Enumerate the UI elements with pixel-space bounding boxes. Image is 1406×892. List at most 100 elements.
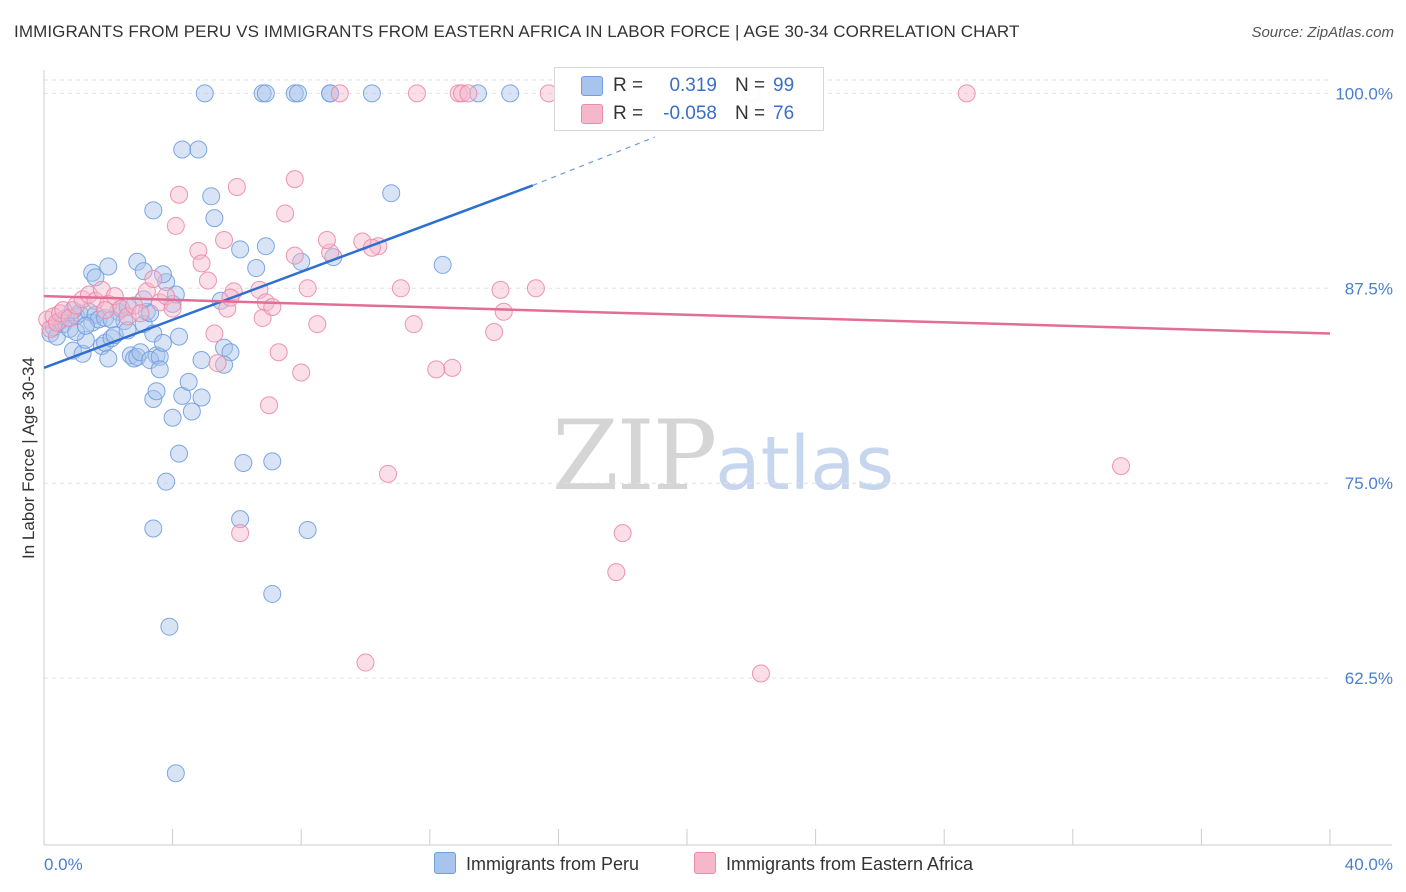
axes [43, 70, 1392, 846]
point-eastern-africa [285, 170, 304, 189]
source-label: Source: ZipAtlas.com [1251, 24, 1394, 41]
point-peru [170, 327, 189, 346]
point-eastern-africa [292, 363, 311, 382]
point-eastern-africa [491, 280, 510, 299]
point-eastern-africa [526, 279, 545, 298]
point-peru [160, 617, 179, 636]
point-eastern-africa [205, 324, 224, 343]
legend-n-label: N = [735, 103, 766, 124]
legend-swatch-eastern-africa [581, 104, 603, 124]
series-legend-eastern-africa: Immigrants from Eastern Africa [694, 852, 973, 875]
chart-title: IMMIGRANTS FROM PERU VS IMMIGRANTS FROM … [14, 22, 1020, 41]
legend-n-label: N = [735, 75, 766, 96]
point-peru [76, 330, 95, 349]
point-peru [192, 388, 211, 407]
point-peru [144, 519, 163, 538]
point-peru [128, 252, 147, 271]
point-eastern-africa [356, 653, 375, 672]
legend-r-label: R = [613, 103, 644, 124]
point-peru [141, 351, 160, 370]
point-peru [182, 402, 201, 421]
point-eastern-africa [494, 302, 513, 321]
point-eastern-africa [330, 84, 349, 103]
legend-row-eastern-africa: R = -0.058 N = 76 [555, 100, 823, 128]
trend-line-eastern-africa [43, 294, 1331, 335]
point-peru [195, 84, 214, 103]
data-points [38, 84, 1131, 783]
point-eastern-africa [751, 664, 770, 683]
point-eastern-africa [308, 315, 327, 334]
point-peru [256, 84, 275, 103]
point-eastern-africa [215, 230, 234, 249]
legend-r-value: -0.058 [663, 103, 717, 124]
trend-line-peru [43, 184, 534, 370]
point-peru [234, 453, 253, 472]
point-peru [231, 240, 250, 259]
point-peru [231, 510, 250, 529]
point-peru [215, 355, 234, 374]
point-peru [321, 84, 340, 103]
trend-lines [43, 136, 1331, 370]
point-eastern-africa [298, 279, 317, 298]
point-peru [263, 584, 282, 603]
point-peru [189, 140, 208, 159]
point-peru [157, 472, 176, 491]
watermark-zip: ZIP [552, 400, 717, 512]
point-peru [144, 201, 163, 220]
watermark: ZIPatlas [552, 400, 894, 512]
point-eastern-africa [227, 177, 246, 196]
series-label-eastern-africa: Immigrants from Eastern Africa [726, 854, 974, 874]
point-peru [99, 349, 118, 368]
point-peru [298, 521, 317, 540]
y-tick-label: 62.5% [1345, 669, 1393, 688]
point-peru [263, 452, 282, 471]
point-peru [362, 84, 381, 103]
point-peru [163, 408, 182, 427]
point-eastern-africa [379, 464, 398, 483]
point-peru [96, 308, 115, 327]
legend-n-value: 99 [773, 75, 795, 96]
point-peru [382, 184, 401, 203]
y-tick-label: 87.5% [1345, 279, 1393, 298]
point-peru [501, 84, 520, 103]
point-peru [153, 333, 172, 352]
point-peru [173, 140, 192, 159]
legend-swatch-peru [581, 76, 603, 96]
x-tick-label-min: 0.0% [44, 855, 83, 874]
legend-row-peru: R = 0.319 N = 99 [555, 72, 823, 100]
point-eastern-africa [459, 84, 478, 103]
point-peru [469, 84, 488, 103]
point-eastern-africa [427, 360, 446, 379]
point-peru [205, 209, 224, 228]
point-eastern-africa [208, 354, 227, 373]
point-eastern-africa [276, 204, 295, 223]
grid-lines [44, 79, 1330, 679]
point-peru [179, 372, 198, 391]
point-peru [247, 259, 266, 278]
point-eastern-africa [51, 304, 70, 323]
trend-line-peru-extension [532, 136, 656, 186]
point-peru [99, 257, 118, 276]
point-eastern-africa [607, 563, 626, 582]
point-peru [170, 444, 189, 463]
point-eastern-africa [443, 358, 462, 377]
series-legend-peru: Immigrants from Peru [434, 852, 639, 875]
point-peru [150, 347, 169, 366]
point-eastern-africa [485, 322, 504, 341]
point-peru [202, 187, 221, 206]
point-eastern-africa [269, 343, 288, 362]
point-peru [288, 84, 307, 103]
point-eastern-africa [73, 290, 92, 309]
series-legend: Immigrants from Peru Immigrants from Eas… [0, 852, 1406, 878]
axis-labels: 100.0% 87.5% 75.0% 62.5% 0.0% 40.0% In Labor F… [19, 84, 1393, 874]
legend-r-value: 0.319 [669, 75, 717, 96]
point-peru [256, 237, 275, 256]
point-eastern-africa [263, 298, 282, 317]
y-tick-label: 100.0% [1335, 84, 1393, 103]
point-eastern-africa [1112, 457, 1131, 476]
point-peru [166, 764, 185, 783]
point-eastern-africa [957, 84, 976, 103]
point-peru [433, 255, 452, 274]
point-eastern-africa [317, 230, 336, 249]
